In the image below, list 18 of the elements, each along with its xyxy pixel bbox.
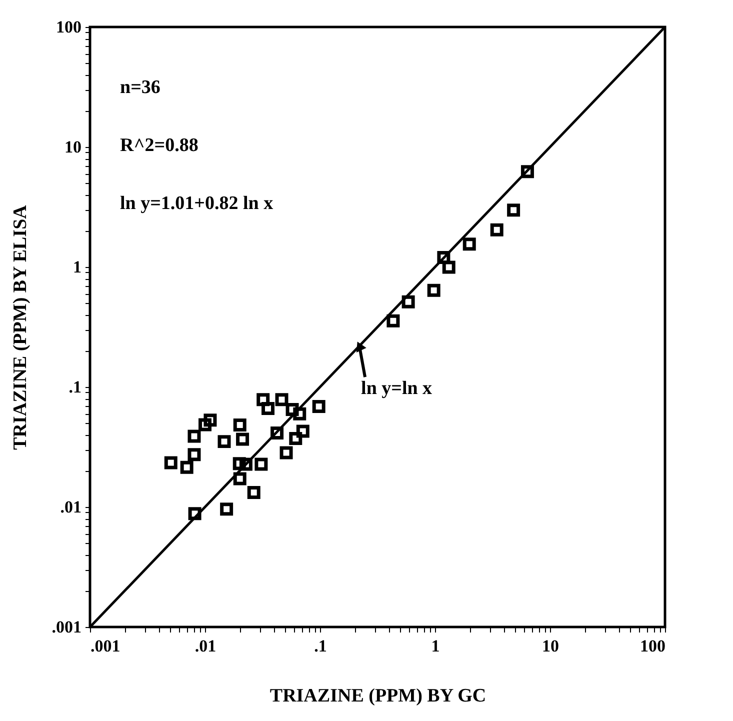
- y-tick-label: 1: [73, 258, 82, 276]
- x-axis-title: TRIAZINE (PPM) BY GC: [270, 686, 486, 706]
- y-axis-title: TRIAZINE (PPM) BY ELISA: [10, 204, 31, 450]
- y-tick-label: 10: [64, 138, 82, 156]
- y-tick-label: .001: [52, 618, 82, 636]
- x-tick-label: 1: [431, 636, 440, 656]
- annotation: ln y=ln x: [361, 378, 433, 400]
- x-tick-label: .001: [90, 636, 120, 656]
- x-tick-label: 100: [640, 636, 666, 656]
- x-tick-label: .1: [314, 636, 327, 656]
- x-tick-label: .01: [194, 636, 216, 656]
- y-tick-label: 100: [56, 18, 82, 36]
- y-tick-label: .01: [60, 498, 82, 516]
- x-tick-label: 10: [542, 636, 559, 656]
- annotation: R^2=0.88: [120, 135, 198, 156]
- annotation: n=36: [120, 77, 160, 98]
- annotation: ln y=1.01+0.82 ln x: [120, 193, 274, 214]
- y-tick-label: .1: [68, 378, 82, 396]
